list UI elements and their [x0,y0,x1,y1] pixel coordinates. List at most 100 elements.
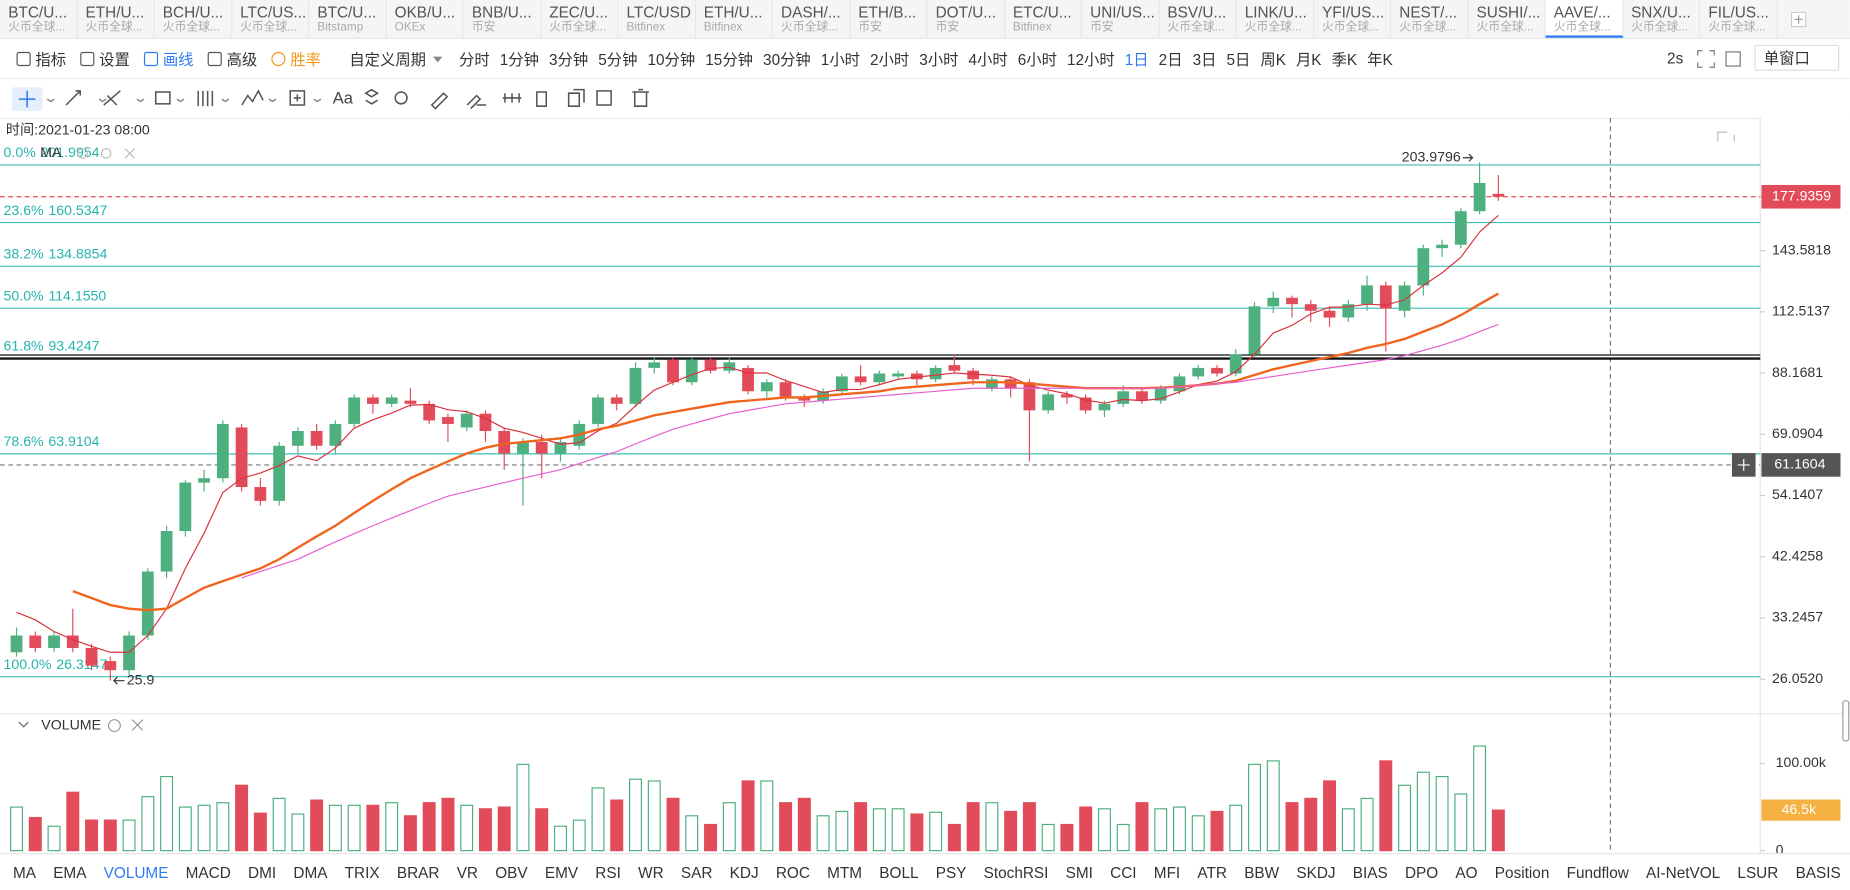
indicator-tab[interactable]: BASIS [1795,863,1841,881]
period[interactable]: 分时 [459,50,490,69]
period[interactable]: 1小时 [820,50,861,69]
indicator-tab[interactable]: StochRSI [983,863,1049,881]
indicator-tab[interactable]: OBV [495,863,528,881]
period[interactable]: 5分钟 [598,50,638,69]
indicator-tab[interactable]: RSI [595,863,621,881]
text-tool[interactable]: Aa [333,89,354,107]
symbol-tab[interactable]: ETH/U... 火币全球... [77,0,155,38]
period[interactable]: 3小时 [919,50,959,69]
indicator-tab[interactable]: WR [638,863,664,881]
symbol-tab[interactable]: FIL/US... 火币全球... [1700,0,1778,38]
indicator-tab[interactable]: SAR [680,863,713,881]
period[interactable]: 季K [1331,50,1358,69]
symbol-tab[interactable]: AAVE/... 火币全球... [1545,0,1623,38]
symbol-tab[interactable]: YFI/US... 火币全球... [1314,0,1391,38]
toolbar-button[interactable]: 画线 [144,47,194,69]
symbol-tab[interactable]: OKB/U... OKEx [386,0,464,38]
period[interactable]: 6小时 [1017,50,1057,69]
add-tab[interactable] [1790,11,1808,29]
toolbar-button[interactable]: 指标 [17,47,66,69]
window-icons[interactable] [1697,50,1744,69]
indicator-tab[interactable]: MA [12,863,36,881]
symbol-tab[interactable]: LINK/U... 火币全球... [1236,0,1314,38]
indicator-tab[interactable]: SKDJ [1296,863,1336,881]
period[interactable]: 5日 [1226,50,1251,69]
candle-body [442,417,454,424]
indicator-tab[interactable]: DMA [293,863,328,881]
symbol-tab[interactable]: ETH/B... 币安 [850,0,928,38]
window-select[interactable]: 单窗口 [1754,44,1840,71]
symbol-tab[interactable]: ETH/U... Bitfinex [695,0,773,38]
symbol-tab[interactable]: LTC/US... 火币全球... [232,0,310,38]
indicator-tab[interactable]: BRAR [396,863,440,881]
toolbar-button[interactable]: 胜率 [271,47,321,69]
volume-bar [310,799,324,852]
indicator-tab[interactable]: MACD [185,863,231,881]
indicator-tab[interactable]: MFI [1153,863,1181,881]
symbol-tab[interactable]: SNX/U... 火币全球... [1623,0,1701,38]
period[interactable]: 月K [1295,50,1322,69]
indicator-tab[interactable]: KDJ [729,863,759,881]
toolbar-button[interactable]: 高级 [208,47,258,69]
indicator-tab[interactable]: VR [456,863,479,881]
indicator-tab[interactable]: BOLL [879,863,919,881]
indicator-tab[interactable]: EMV [544,863,579,881]
scroll-handle[interactable] [1842,700,1850,742]
period[interactable]: 3日 [1192,50,1217,69]
candle-body [1342,304,1355,318]
custom-period[interactable]: 自定义周期 [349,47,442,69]
indicator-tab[interactable]: BBW [1244,863,1280,881]
indicator-tab[interactable]: EMA [53,863,87,881]
symbol-tab[interactable]: DASH/... 火币全球... [773,0,851,38]
symbol-tab[interactable]: BSV/U... 火币全球... [1159,0,1237,38]
indicator-tab[interactable]: ROC [775,863,810,881]
symbol-tab[interactable]: SUSHI/... 火币全球... [1468,0,1546,38]
volume-bar [572,819,586,852]
candle-body [385,397,398,404]
indicator-tab[interactable]: PSY [935,863,967,881]
symbol-tab[interactable]: BTC/U... 火币全球... [0,0,78,38]
period[interactable]: 10分钟 [647,50,696,69]
symbol-tab[interactable]: NEST/... 火币全球... [1391,0,1469,38]
indicator-tab[interactable]: AO [1455,863,1478,881]
refresh-rate[interactable]: 2s [1667,49,1684,68]
indicator-tab[interactable]: MTM [827,863,863,881]
period[interactable]: 3分钟 [549,50,589,69]
symbol-tab[interactable]: BTC/U... Bitstamp [309,0,387,38]
expand-icon[interactable] [1717,131,1735,142]
period[interactable]: 2小时 [870,50,910,69]
symbol-tab[interactable]: DOT/U... 币安 [927,0,1005,38]
indicator-tab[interactable]: LSUR [1737,863,1779,881]
toolbar-button[interactable]: 设置 [80,47,130,69]
indicator-tab[interactable]: BIAS [1352,863,1388,881]
symbol-tab[interactable]: ETC/U... Bitfinex [1005,0,1082,38]
symbol-tab[interactable]: ZEC/U... 火币全球... [541,0,619,38]
indicator-tab[interactable]: TRIX [344,863,380,881]
period[interactable]: 1日 [1124,50,1149,69]
indicator-tab[interactable]: AI-NetVOL [1646,863,1721,881]
indicator-tab[interactable]: ATR [1197,863,1227,881]
symbol-tab[interactable]: BNB/U... 币安 [464,0,541,38]
period[interactable]: 15分钟 [705,50,754,69]
symbol-tab[interactable]: UNI/US... 币安 [1082,0,1160,38]
period[interactable]: 1分钟 [499,50,539,69]
period[interactable]: 年K [1367,50,1393,69]
period[interactable]: 周K [1260,50,1286,69]
indicator-tab[interactable]: CCI [1110,863,1137,881]
candle-body [685,359,698,383]
periods: 分时 1分钟 3分钟 5分钟 10分钟 15分钟 30分钟 1小时 2小时 3小时 4小时 6小时 12… [459,47,1403,69]
indicator-tab[interactable]: SMI [1065,863,1093,881]
symbol-tab[interactable]: BCH/U... 火币全球... [155,0,232,38]
indicator-tab[interactable]: VOLUME [103,863,169,881]
period[interactable]: 30分钟 [763,50,811,69]
indicator-tab[interactable]: Position [1494,863,1550,881]
indicator-tab[interactable]: DPO [1404,863,1439,881]
period[interactable]: 4小时 [968,50,1008,69]
symbol-tab[interactable]: LTC/USD Bitfinex [618,0,696,38]
candle-body [10,635,23,653]
indicator-tab[interactable]: Fundflow [1566,863,1629,881]
period[interactable]: 2日 [1158,50,1183,69]
low-marker: 25.9 [127,671,155,687]
period[interactable]: 12小时 [1067,50,1115,69]
indicator-tab[interactable]: DMI [248,863,277,881]
